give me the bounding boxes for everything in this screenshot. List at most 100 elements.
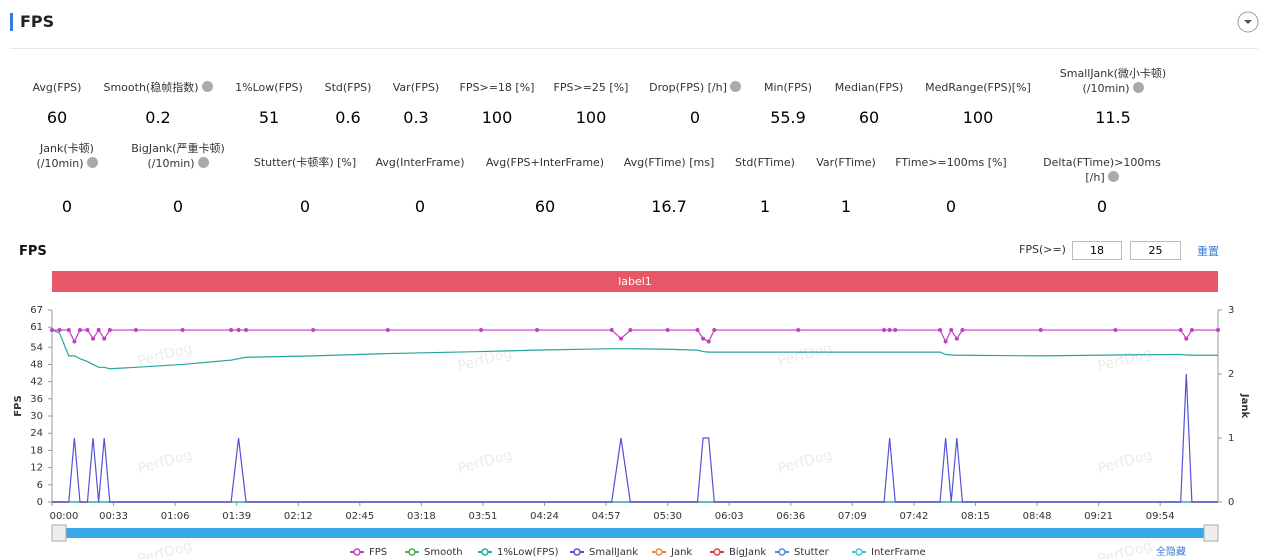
legend-marker <box>855 548 863 556</box>
stat-label: SmallJank(微小卡顿) (/10min) <box>1043 66 1183 96</box>
stat-label: Stutter(卡顿率) [%] <box>235 155 375 170</box>
stat-value: 16.7 <box>651 197 687 216</box>
point <box>665 328 670 333</box>
series-line <box>52 373 1218 503</box>
help-icon[interactable] <box>729 81 741 92</box>
reset-link[interactable]: 重置 <box>1197 245 1219 258</box>
stat-label-text: Avg(InterFrame) <box>375 156 465 169</box>
x-tick-label: 03:18 <box>407 511 436 522</box>
range-slider[interactable] <box>52 528 1218 538</box>
point <box>1216 328 1220 333</box>
stat-value: 1 <box>840 197 852 216</box>
help-icon[interactable] <box>1107 171 1119 182</box>
stat-value: 0 <box>1096 197 1108 216</box>
point <box>72 339 77 344</box>
threshold-input[interactable]: 18 <box>1072 241 1122 260</box>
stat-label-text: Avg(FTime) [ms] <box>623 156 715 169</box>
legend-label[interactable]: SmallJank <box>589 547 638 558</box>
stat-label-text: Avg(FPS) <box>32 81 82 94</box>
stat-value: 100 <box>962 108 994 127</box>
legend-label[interactable]: Jank <box>670 547 692 558</box>
stat-label: Avg(FPS) <box>0 80 127 95</box>
stat-label-text: Smooth(稳帧指数) <box>103 81 199 94</box>
point <box>50 328 54 333</box>
legend-label[interactable]: InterFrame <box>871 547 926 558</box>
legend-label[interactable]: FPS <box>369 547 387 558</box>
series-line <box>52 328 1218 343</box>
watermark: PerfDog <box>456 345 514 375</box>
legend-toggle[interactable]: 全隐藏 <box>1156 545 1186 558</box>
help-icon[interactable] <box>86 157 98 168</box>
point <box>943 339 948 344</box>
x-tick-label: 02:45 <box>345 511 374 522</box>
point <box>479 328 484 333</box>
watermark: PerfDog <box>1096 345 1154 375</box>
separator <box>10 48 1258 49</box>
stat-value: 51 <box>258 108 280 127</box>
stat-label-text: FPS>=25 [%] <box>553 81 629 94</box>
point <box>244 328 249 333</box>
stat: Var(FPS) <box>346 80 486 95</box>
help-icon[interactable] <box>1132 82 1144 93</box>
point <box>385 328 390 333</box>
point <box>619 336 624 341</box>
legend-marker <box>408 548 416 556</box>
stat-label-text: Avg(FPS+InterFrame) <box>485 156 605 169</box>
y2-axis-label: Jank <box>1239 393 1250 419</box>
stat-label-text: Std(FPS) <box>324 81 372 94</box>
stat-value: 60 <box>858 108 880 127</box>
legend-label[interactable]: BigJank <box>729 547 766 558</box>
stat: Avg(InterFrame) <box>350 155 490 170</box>
point <box>535 328 540 333</box>
stat: Var(FTime) <box>776 155 916 170</box>
point <box>706 339 711 344</box>
stat-value: 0 <box>689 108 701 127</box>
stat: MedRange(FPS)[%] <box>908 80 1048 95</box>
point <box>960 328 965 333</box>
point <box>311 328 316 333</box>
stat: Smooth(稳帧指数) <box>88 80 228 95</box>
stat-label: Avg(FTime) [ms] <box>599 155 739 170</box>
point <box>96 328 101 333</box>
y-tick-label: 18 <box>30 445 43 456</box>
threshold-label: FPS(>=) <box>1019 243 1066 256</box>
slider-handle[interactable] <box>1203 524 1219 542</box>
point <box>229 328 234 333</box>
legend-label[interactable]: Smooth <box>424 547 463 558</box>
y-tick-label: 54 <box>30 342 43 353</box>
point <box>180 328 185 333</box>
label-bar[interactable]: label1 <box>52 271 1218 292</box>
collapse-button[interactable] <box>1237 11 1259 33</box>
stat-value: 1 <box>759 197 771 216</box>
stat-label: Median(FPS) <box>799 80 939 95</box>
stat-label-text: Jank(卡顿) (/10min) <box>36 142 94 170</box>
point <box>102 336 107 341</box>
stat: Std(FPS) <box>278 80 418 95</box>
threshold-input[interactable]: 25 <box>1130 241 1181 260</box>
legend-label[interactable]: 1%Low(FPS) <box>497 547 559 558</box>
x-tick-label: 08:15 <box>961 511 990 522</box>
x-tick-label: 07:09 <box>838 511 867 522</box>
watermark: PerfDog <box>776 447 834 477</box>
stat-label-text: SmallJank(微小卡顿) (/10min) <box>1059 67 1167 95</box>
x-tick-label: 03:51 <box>469 511 498 522</box>
stat-label: FTime>=100ms [%] <box>881 155 1021 170</box>
stat-label-text: Drop(FPS) [/h] <box>649 81 727 94</box>
stat-value: 60 <box>534 197 556 216</box>
point <box>107 328 112 333</box>
series-line <box>51 329 1218 370</box>
stat-value: 0 <box>61 197 73 216</box>
legend-label[interactable]: Stutter <box>794 547 830 558</box>
stat-label-text: Std(FTime) <box>735 156 795 169</box>
stat-label-text: FPS>=18 [%] <box>459 81 535 94</box>
stat-label: Std(FPS) <box>278 80 418 95</box>
legend-marker <box>353 548 361 556</box>
point <box>695 328 700 333</box>
y2-tick-label: 0 <box>1228 497 1234 508</box>
slider-handle[interactable] <box>51 524 67 542</box>
help-icon[interactable] <box>197 157 209 168</box>
stat-label: Var(FPS) <box>346 80 486 95</box>
stat: FTime>=100ms [%] <box>881 155 1021 170</box>
stat-value: 0.3 <box>403 108 429 127</box>
help-icon[interactable] <box>201 81 213 92</box>
